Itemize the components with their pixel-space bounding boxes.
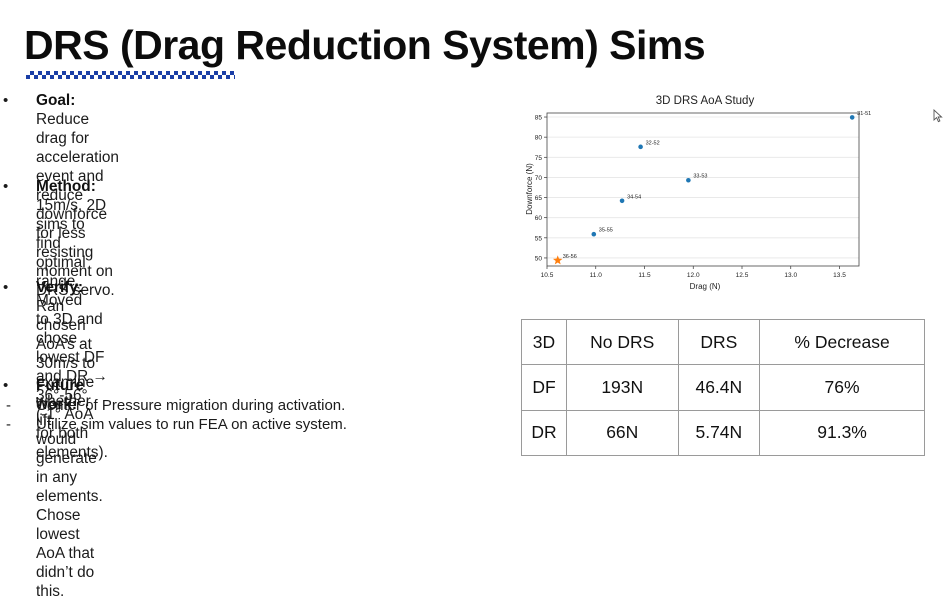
bullet-goal: • Goal: Reduce drag for acceleration eve… — [3, 91, 119, 300]
bullet-text: Reduce drag for acceleration event and r… — [36, 111, 119, 204]
y-tick-label: 70 — [535, 175, 543, 182]
data-point — [591, 231, 597, 237]
checkered-flag-underline — [26, 71, 235, 79]
table-cell: DR — [521, 409, 567, 457]
table-cell: 91.3% — [759, 409, 925, 457]
data-label: 34-54 — [627, 194, 641, 200]
y-tick-label: 75 — [535, 155, 543, 162]
bullet-label: Verify: — [36, 279, 84, 296]
data-label: 36-56 — [563, 254, 577, 260]
table-header-cell: DRS — [677, 318, 761, 366]
table-header-cell: No DRS — [565, 318, 679, 366]
table-header-cell: % Decrease — [759, 318, 925, 366]
table-header-cell: 3D — [521, 318, 567, 366]
y-tick-label: 85 — [535, 115, 543, 122]
data-label: 31-51 — [857, 111, 871, 117]
table-header-row: 3D No DRS DRS % Decrease — [521, 318, 925, 366]
scatter-chart: 3D DRS AoA Study Drag (N) Downforce (N) … — [525, 95, 871, 291]
bullet-text: 15m/s, 2D sims to find optimal range. Mo… — [36, 197, 107, 309]
mouse-cursor-icon — [933, 109, 943, 123]
dash-icon: - — [6, 416, 11, 433]
x-tick-label: 11.5 — [638, 272, 651, 279]
bullet-future-work: • Future work: — [3, 376, 84, 414]
bullet-verify: • Verify: Ran chosen AoA’s at 30m/s to e… — [3, 278, 103, 601]
data-label: 32-52 — [646, 140, 660, 146]
table-cell: DF — [521, 364, 567, 411]
bullet-label: Method: — [36, 178, 96, 195]
x-tick-label: 10.5 — [541, 272, 554, 279]
x-tick-label: 13.5 — [833, 272, 846, 279]
y-tick-label: 80 — [535, 135, 543, 142]
y-axis-label: Downforce (N) — [525, 163, 534, 215]
y-tick-label: 65 — [535, 195, 543, 202]
x-tick-label: 12.0 — [687, 272, 700, 279]
bullet-dot-icon: • — [3, 92, 9, 109]
table-cell: 76% — [759, 364, 925, 411]
bullet-dot-icon: • — [3, 178, 9, 195]
future-item: - Utilize sim values to run FEA on activ… — [6, 416, 347, 433]
x-tick-label: 11.0 — [590, 272, 603, 279]
data-label: 35-55 — [599, 228, 613, 234]
data-label: 33-53 — [693, 174, 707, 180]
bullet-text: would generate in any elements. Chose lo… — [36, 431, 103, 562]
results-table: 3D No DRS DRS % Decrease DF 193N 46.4N 7… — [521, 318, 925, 457]
bullet-text: Ran chosen AoA’s at 30m/s to examine whe… — [36, 298, 96, 429]
bullet-dot-icon: • — [3, 279, 9, 296]
data-point — [619, 198, 625, 204]
data-point-star — [552, 255, 563, 265]
table-cell: 193N — [565, 364, 679, 411]
x-tick-label: 12.5 — [736, 272, 749, 279]
bullet-label: Goal: — [36, 92, 76, 109]
y-tick-label: 55 — [535, 235, 543, 242]
future-item: - Center of Pressure migration during ac… — [6, 397, 346, 414]
bullet-text: to 3D and chose lowest DF and DR → 36°-5… — [36, 311, 108, 423]
table-row: DF 193N 46.4N 76% — [521, 364, 925, 411]
table-cell: 46.4N — [677, 364, 761, 411]
chart-title: 3D DRS AoA Study — [656, 95, 755, 107]
bullet-label: Future work: — [36, 377, 84, 413]
x-axis-label: Drag (N) — [690, 282, 721, 291]
bullet-text: downforce for less resisting moment on D… — [36, 206, 115, 299]
y-tick-label: 50 — [535, 255, 543, 262]
y-tick-label: 60 — [535, 215, 543, 222]
data-point — [686, 177, 691, 183]
table-cell: 66N — [565, 409, 679, 457]
table-row: DR 66N 5.74N 91.3% — [521, 409, 925, 457]
x-tick-label: 13.0 — [784, 272, 797, 279]
plot-frame — [546, 112, 860, 267]
bullet-method: • Method: 15m/s, 2D sims to find optimal… — [3, 177, 108, 462]
bullet-dot-icon: • — [3, 377, 9, 394]
slide-title: DRS (Drag Reduction System) Sims — [24, 22, 706, 68]
table-cell: 5.74N — [677, 409, 761, 457]
data-point — [849, 115, 855, 120]
bullet-text: didn’t do this. — [36, 564, 95, 600]
data-point — [638, 144, 643, 150]
bullet-text: for both elements). — [36, 425, 108, 461]
dash-icon: - — [6, 397, 11, 414]
